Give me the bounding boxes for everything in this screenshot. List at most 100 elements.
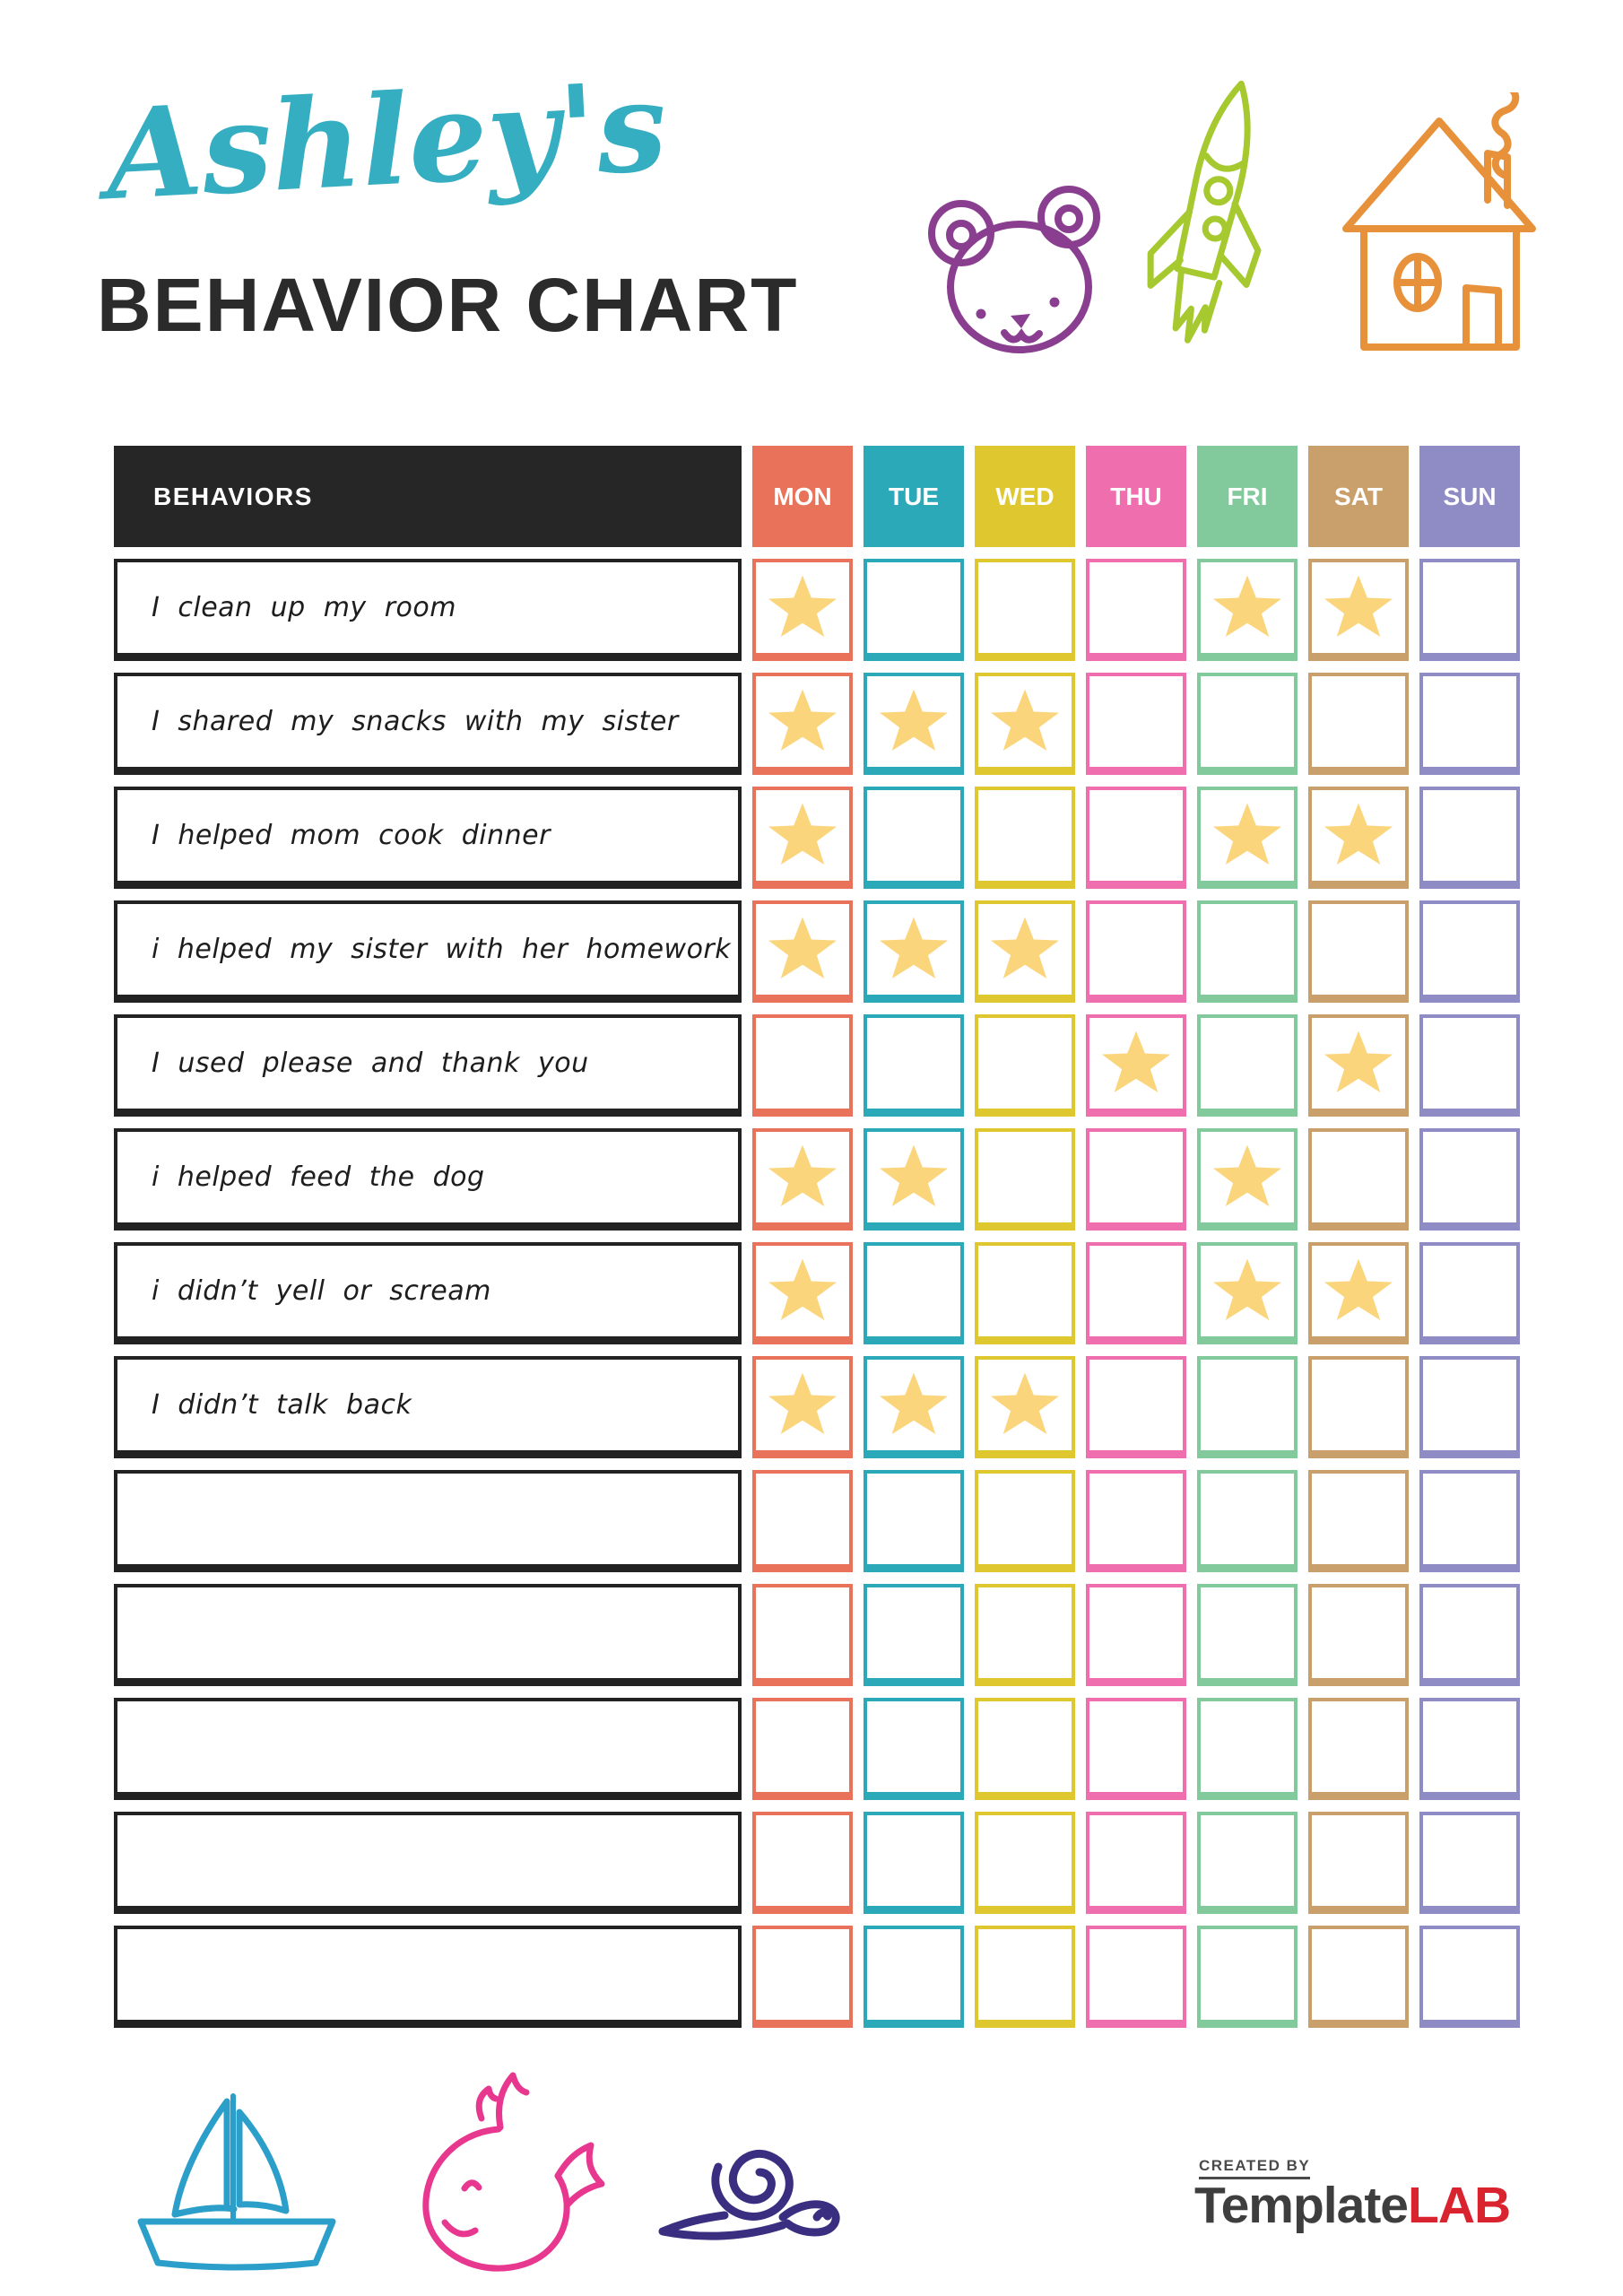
cell-row-12-thu <box>1086 1812 1186 1914</box>
cell-row-10-fri <box>1197 1584 1298 1686</box>
cell-row-7-thu <box>1086 1242 1186 1344</box>
behavior-label-row-5: I used please and thank you <box>114 1014 742 1117</box>
cell-row-2-mon <box>752 673 853 775</box>
cell-row-7-sun <box>1419 1242 1520 1344</box>
cell-row-13-thu <box>1086 1926 1186 2028</box>
cell-row-7-tue <box>864 1242 964 1344</box>
cell-row-8-fri <box>1197 1356 1298 1458</box>
cell-row-11-sat <box>1308 1698 1409 1800</box>
cell-row-2-tue <box>864 673 964 775</box>
cell-row-8-tue <box>864 1356 964 1458</box>
star-icon <box>991 689 1059 751</box>
cell-row-2-sat <box>1308 673 1409 775</box>
cell-row-6-mon <box>752 1128 853 1231</box>
child-name-title: Ashley's <box>102 52 671 229</box>
star-icon <box>1102 1031 1170 1092</box>
cell-row-8-wed <box>975 1356 1075 1458</box>
cell-row-1-thu <box>1086 559 1186 661</box>
teddy-bear-icon <box>922 179 1121 357</box>
cell-row-11-wed <box>975 1698 1075 1800</box>
cell-row-13-sat <box>1308 1926 1409 2028</box>
cell-row-9-sun <box>1419 1470 1520 1572</box>
cell-row-3-sat <box>1308 787 1409 889</box>
cell-row-10-sun <box>1419 1584 1520 1686</box>
snail-icon <box>648 2117 874 2251</box>
cell-row-2-thu <box>1086 673 1186 775</box>
cell-row-8-sun <box>1419 1356 1520 1458</box>
star-icon <box>768 1372 837 1434</box>
day-header-thu: THU <box>1086 446 1186 547</box>
cell-row-1-tue <box>864 559 964 661</box>
behavior-label-row-1: I clean up my room <box>114 559 742 661</box>
cell-row-9-wed <box>975 1470 1075 1572</box>
cell-row-4-sat <box>1308 900 1409 1003</box>
created-by-label: CREATED BY <box>1199 2157 1311 2179</box>
star-icon <box>768 1144 837 1206</box>
cell-row-6-wed <box>975 1128 1075 1231</box>
behavior-grid: BEHAVIORS MON TUE WED THU FRI SAT SUN I clean up… <box>114 446 1520 2028</box>
cell-row-9-tue <box>864 1470 964 1572</box>
cell-row-6-sun <box>1419 1128 1520 1231</box>
behavior-label-row-11 <box>114 1698 742 1800</box>
behavior-label-row-10 <box>114 1584 742 1686</box>
cell-row-2-wed <box>975 673 1075 775</box>
cell-row-13-wed <box>975 1926 1075 2028</box>
cell-row-7-mon <box>752 1242 853 1344</box>
cell-row-1-fri <box>1197 559 1298 661</box>
cell-row-2-fri <box>1197 673 1298 775</box>
star-icon <box>1324 575 1393 637</box>
star-icon <box>991 917 1059 978</box>
star-icon <box>1213 1144 1281 1206</box>
day-header-mon: MON <box>752 446 853 547</box>
cell-row-11-fri <box>1197 1698 1298 1800</box>
star-icon <box>768 575 837 637</box>
cell-row-13-fri <box>1197 1926 1298 2028</box>
cell-row-1-sat <box>1308 559 1409 661</box>
behavior-label-row-6: i helped feed the dog <box>114 1128 742 1231</box>
cell-row-1-sun <box>1419 559 1520 661</box>
star-icon <box>768 1258 837 1320</box>
behavior-label-row-4: i helped my sister with her homework <box>114 900 742 1003</box>
star-icon <box>1213 803 1281 865</box>
whale-icon <box>393 2061 619 2278</box>
cell-row-3-thu <box>1086 787 1186 889</box>
cell-row-3-fri <box>1197 787 1298 889</box>
cell-row-8-sat <box>1308 1356 1409 1458</box>
cell-row-5-sun <box>1419 1014 1520 1117</box>
star-icon <box>1324 1031 1393 1092</box>
cell-row-11-tue <box>864 1698 964 1800</box>
star-icon <box>880 1372 948 1434</box>
brand-template: Template <box>1194 2177 1409 2234</box>
behavior-label-row-9 <box>114 1470 742 1572</box>
cell-row-11-mon <box>752 1698 853 1800</box>
star-icon <box>880 689 948 751</box>
cell-row-3-wed <box>975 787 1075 889</box>
behavior-label-row-12 <box>114 1812 742 1914</box>
star-icon <box>1213 1258 1281 1320</box>
cell-row-5-wed <box>975 1014 1075 1117</box>
cell-row-9-thu <box>1086 1470 1186 1572</box>
rocket-icon <box>1137 74 1303 378</box>
star-icon <box>880 1144 948 1206</box>
star-icon <box>991 1372 1059 1434</box>
cell-row-12-tue <box>864 1812 964 1914</box>
cell-row-10-wed <box>975 1584 1075 1686</box>
cell-row-5-sat <box>1308 1014 1409 1117</box>
cell-row-3-mon <box>752 787 853 889</box>
cell-row-6-sat <box>1308 1128 1409 1231</box>
cell-row-12-sun <box>1419 1812 1520 1914</box>
cell-row-10-thu <box>1086 1584 1186 1686</box>
sailboat-icon <box>128 2076 345 2290</box>
cell-row-10-sat <box>1308 1584 1409 1686</box>
cell-row-6-fri <box>1197 1128 1298 1231</box>
behavior-label-row-13 <box>114 1926 742 2028</box>
cell-row-4-sun <box>1419 900 1520 1003</box>
day-header-tue: TUE <box>864 446 964 547</box>
cell-row-12-sat <box>1308 1812 1409 1914</box>
day-header-sat: SAT <box>1308 446 1409 547</box>
cell-row-5-mon <box>752 1014 853 1117</box>
cell-row-6-tue <box>864 1128 964 1231</box>
star-icon <box>880 917 948 978</box>
cell-row-3-sun <box>1419 787 1520 889</box>
